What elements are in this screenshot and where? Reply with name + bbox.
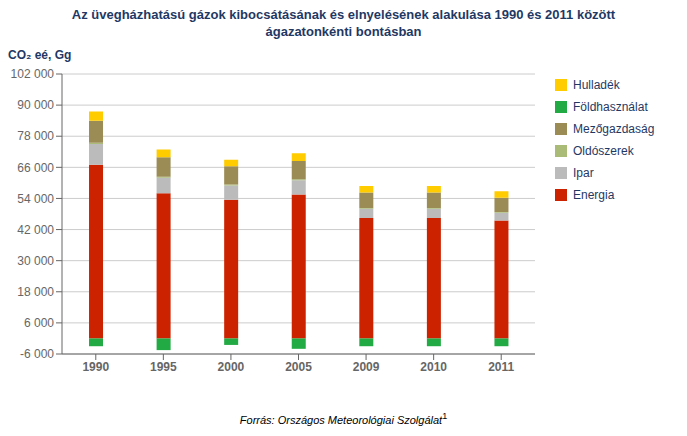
svg-text:30 000: 30 000 — [17, 254, 54, 268]
svg-text:2011: 2011 — [488, 360, 514, 374]
svg-text:2009: 2009 — [353, 360, 380, 374]
html-text:Hulladék: Hulladék — [573, 78, 620, 92]
html-text:Földhasználat: Földhasználat — [573, 100, 648, 114]
html-text:Ipar: Ipar — [573, 166, 594, 180]
html-text:Mezőgazdaság: Mezőgazdaság — [573, 122, 655, 136]
svg-text:6 000: 6 000 — [24, 316, 54, 330]
html-text:ágazatonkénti bontásban: ágazatonkénti bontásban — [265, 24, 422, 39]
html-text:Forrás: Országos Meteorológiai: Forrás: Országos Meteorológiai Szolgálat… — [239, 411, 448, 426]
svg-text:-6 000: -6 000 — [20, 347, 54, 361]
svg-text:18 000: 18 000 — [17, 285, 54, 299]
html-text:Az üvegházhatású gázok kibocsá: Az üvegházhatású gázok kibocsátásának és… — [71, 7, 616, 22]
svg-text:102 000: 102 000 — [11, 67, 55, 81]
svg-text:66 000: 66 000 — [17, 161, 54, 175]
svg-text:54 000: 54 000 — [17, 192, 54, 206]
svg-text:1990: 1990 — [82, 360, 109, 374]
svg-text:78 000: 78 000 — [17, 129, 54, 143]
html-text:Oldószerek: Oldószerek — [573, 144, 634, 158]
svg-text:2005: 2005 — [285, 360, 312, 374]
svg-text:42 000: 42 000 — [17, 223, 54, 237]
html-text:CO₂ eé, Gg: CO₂ eé, Gg — [8, 48, 72, 62]
svg-text:2010: 2010 — [420, 360, 447, 374]
html-text:Energia: Energia — [573, 188, 615, 202]
svg-text:90 000: 90 000 — [17, 98, 54, 112]
svg-text:1995: 1995 — [150, 360, 177, 374]
svg-text:2000: 2000 — [218, 360, 245, 374]
